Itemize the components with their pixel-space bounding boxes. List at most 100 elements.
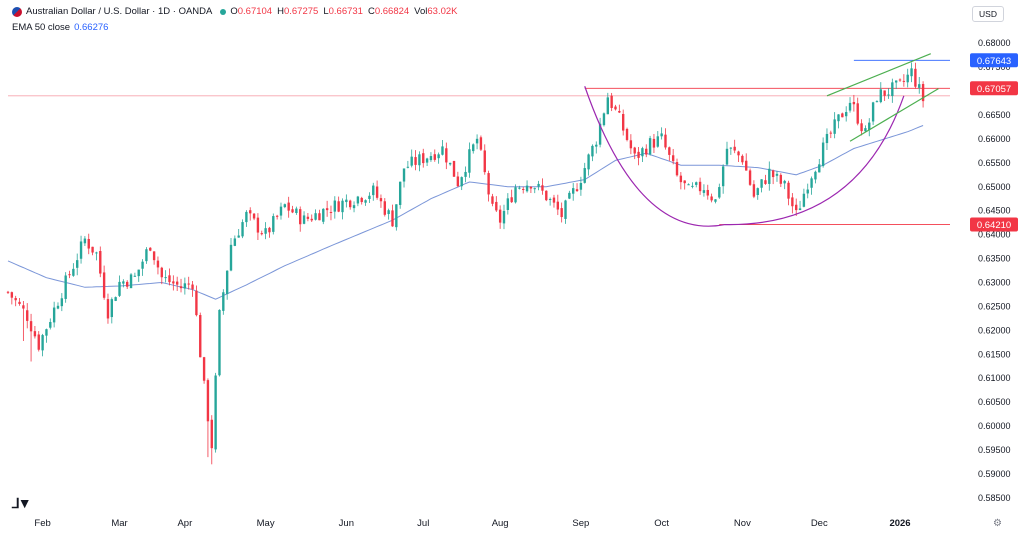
- candle-body: [68, 274, 71, 276]
- candle-body: [595, 144, 598, 147]
- x-tick-label: Nov: [734, 518, 751, 529]
- y-tick-label: 0.60000: [978, 421, 1011, 431]
- candle-body: [875, 101, 879, 103]
- x-tick-label: Oct: [654, 518, 669, 529]
- ema-value: 0.66276: [74, 22, 109, 33]
- candle-body: [249, 210, 252, 214]
- candle-body: [172, 281, 175, 284]
- candle-body: [141, 261, 144, 269]
- candle-body: [918, 84, 921, 88]
- candle-body: [429, 156, 433, 161]
- candle-body: [99, 251, 102, 274]
- candle-body: [387, 210, 390, 215]
- candle-body: [791, 197, 794, 207]
- candle-body: [110, 299, 114, 318]
- candle-body: [133, 275, 137, 277]
- candle-body: [587, 154, 590, 170]
- candle-body: [818, 164, 821, 173]
- candle-body: [379, 198, 383, 202]
- candle-body: [887, 94, 890, 96]
- candle-body: [598, 123, 602, 145]
- currency-flag-icon: [12, 6, 22, 17]
- annotations: [584, 53, 939, 227]
- candle-body: [241, 222, 244, 237]
- candle-body: [156, 260, 160, 268]
- candle-body: [602, 113, 606, 126]
- candle-body: [164, 277, 167, 279]
- candle-body: [575, 189, 579, 192]
- market-status-icon: [220, 8, 227, 15]
- candle-body: [852, 101, 856, 105]
- candle-body: [314, 213, 317, 220]
- candle-body: [545, 190, 548, 201]
- x-tick-label: Jun: [339, 518, 354, 529]
- y-tick-label: 0.62500: [978, 301, 1011, 311]
- candle-body: [679, 175, 683, 183]
- candle-body: [229, 244, 233, 271]
- candle-body: [614, 106, 617, 110]
- candle-body: [464, 171, 467, 177]
- y-tick-label: 0.60500: [978, 397, 1011, 407]
- candle-body: [725, 148, 729, 165]
- candle-body: [802, 193, 806, 207]
- candle-body: [45, 329, 48, 336]
- candle-body: [287, 202, 290, 211]
- candle-body: [372, 185, 375, 196]
- y-tick-label: 0.59500: [978, 445, 1011, 455]
- candle-body: [752, 184, 756, 197]
- candle-body: [56, 305, 60, 309]
- candle-body: [775, 173, 779, 176]
- candle-body: [533, 188, 536, 190]
- candle-body: [6, 291, 10, 293]
- candle-body: [233, 238, 237, 246]
- price-label-bg: [970, 217, 1018, 232]
- candle-body: [222, 292, 225, 311]
- candle-body: [118, 281, 121, 296]
- candle-body: [37, 334, 40, 350]
- candle-body: [322, 208, 325, 222]
- candle-body: [498, 209, 502, 223]
- candle-body: [783, 180, 786, 184]
- candle-body: [591, 145, 594, 157]
- candle-body: [206, 380, 210, 422]
- y-tick-label: 0.65500: [978, 158, 1011, 168]
- candle-body: [52, 307, 56, 323]
- ema-legend[interactable]: EMA 50 close 0.66276: [12, 22, 108, 33]
- candle-body: [72, 268, 75, 276]
- candle-body: [648, 138, 652, 155]
- candle-body: [645, 148, 648, 155]
- candle-body: [10, 292, 14, 298]
- candle-body: [691, 185, 694, 187]
- candle-body: [102, 272, 106, 298]
- settings-gear-icon[interactable]: ⚙: [993, 518, 1002, 529]
- candle-body: [687, 184, 690, 186]
- currency-button[interactable]: USD: [972, 6, 1004, 22]
- candle-body: [445, 148, 448, 163]
- candle-body: [541, 185, 544, 191]
- candle-body: [572, 188, 575, 194]
- y-tick-label: 0.65000: [978, 182, 1011, 192]
- candle-body: [660, 133, 663, 137]
- candle-body: [748, 170, 752, 185]
- candle-body: [914, 68, 917, 87]
- candle-body: [368, 195, 371, 199]
- candle-body: [702, 190, 706, 193]
- candle-body: [14, 298, 17, 301]
- candle-body: [472, 144, 475, 152]
- y-tick-label: 0.68000: [978, 38, 1011, 48]
- candle-body: [833, 119, 836, 134]
- candle-body: [637, 151, 640, 158]
- candle-body: [883, 90, 886, 96]
- price-labels: 0.67643 0.67057 0.64210: [970, 53, 1018, 232]
- candle-body: [26, 310, 29, 321]
- candle-body: [656, 136, 659, 147]
- candle-body: [306, 216, 310, 219]
- price-label-bg: [970, 53, 1018, 68]
- y-tick-label: 0.63000: [978, 277, 1011, 287]
- candle-body: [202, 357, 206, 381]
- candle-body: [710, 196, 713, 201]
- ema-line: [7, 125, 924, 300]
- ema-label: EMA 50 close: [12, 22, 71, 33]
- candle-body: [894, 80, 898, 83]
